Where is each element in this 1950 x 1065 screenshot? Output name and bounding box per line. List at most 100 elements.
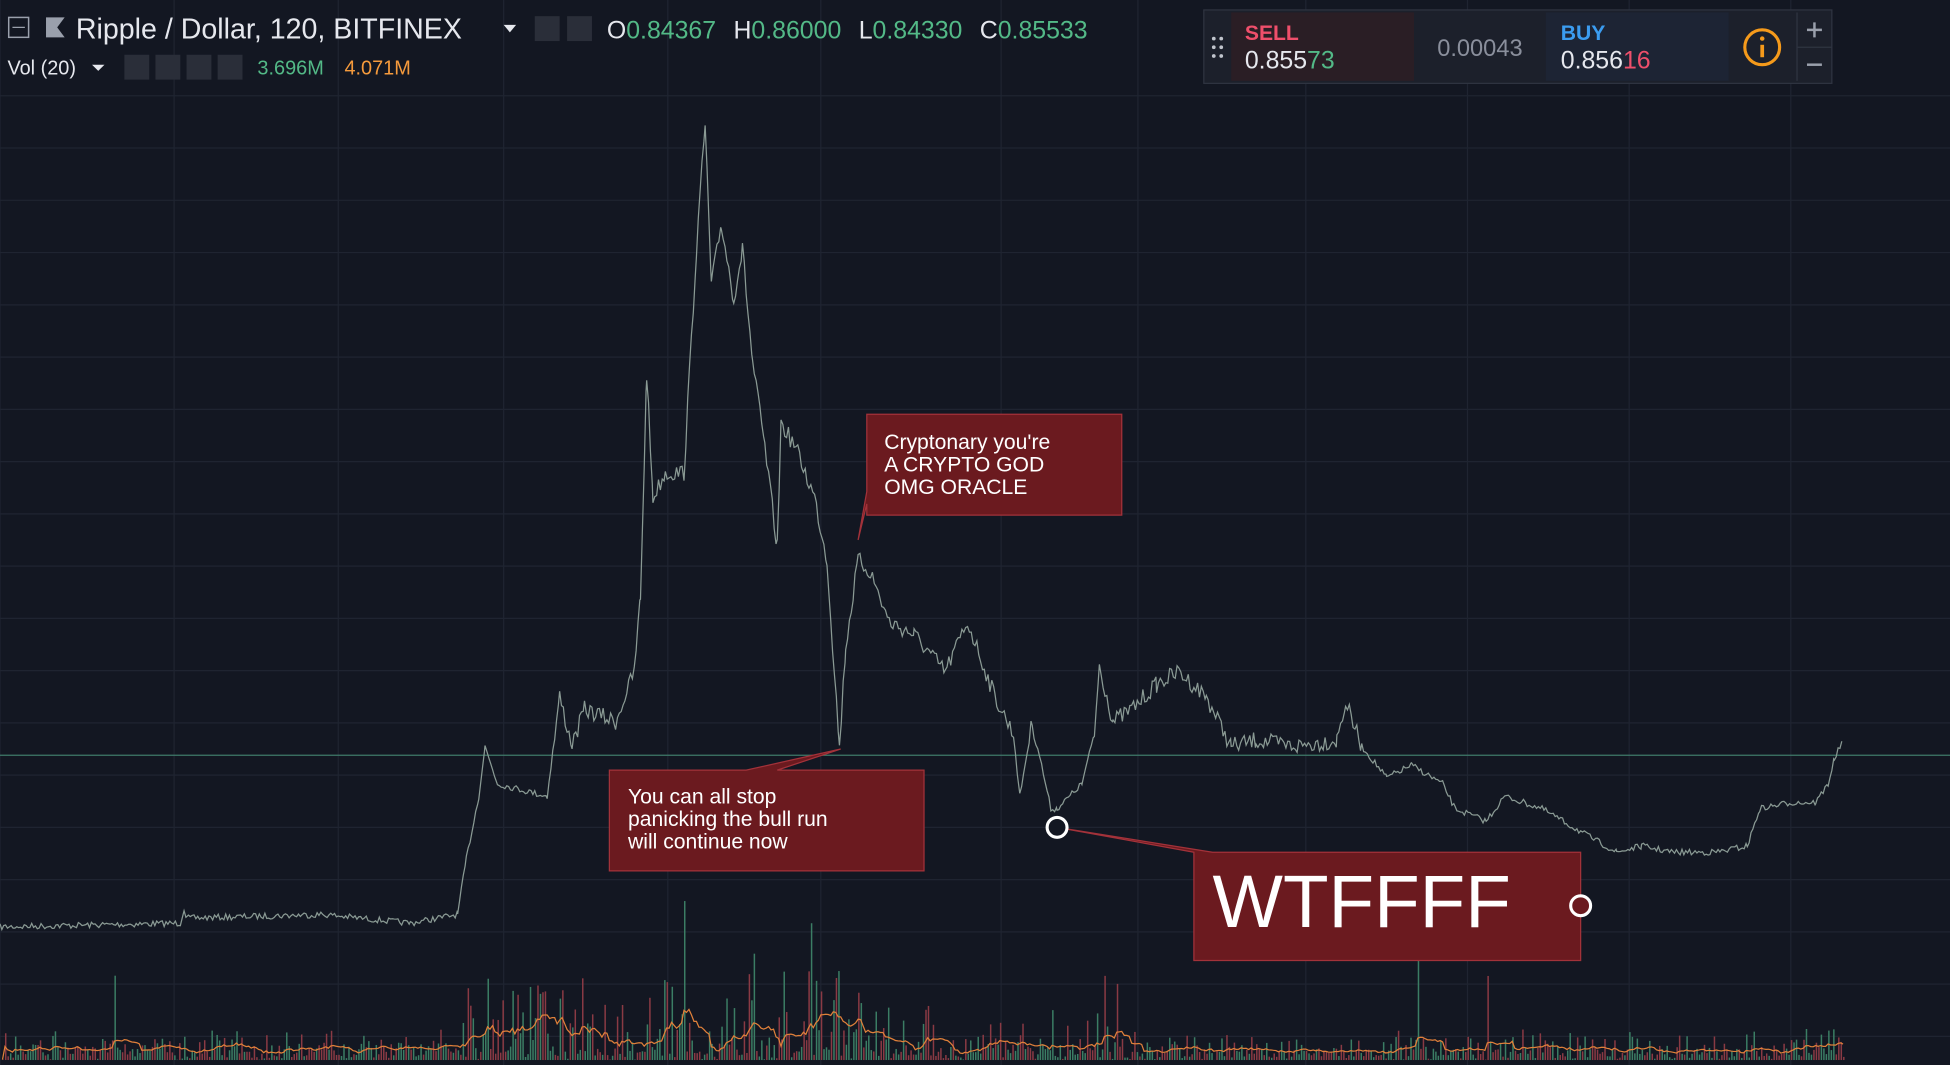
flag-icon[interactable] [46, 17, 65, 38]
vol-remove-button[interactable] [217, 54, 243, 80]
volume-bar [228, 1050, 231, 1061]
volume-bar [982, 1034, 984, 1061]
volume-bar [161, 1038, 164, 1061]
volume-bar [385, 1051, 388, 1061]
volume-bar [1594, 1046, 1596, 1061]
volume-value: 3.696M [257, 58, 323, 80]
volume-bar [1201, 1058, 1203, 1061]
volume-bar [880, 1040, 882, 1061]
buy-button[interactable] [1545, 12, 1729, 81]
volume-bar [1206, 1053, 1208, 1061]
volume-bar [42, 1052, 44, 1061]
volume-bar [1512, 1037, 1514, 1061]
volume-bar [1161, 1046, 1164, 1061]
volume-bar [1561, 1053, 1564, 1061]
volume-bar [308, 1048, 310, 1061]
volume-bar [855, 1029, 858, 1061]
volume-bar [624, 1056, 626, 1061]
volume-bar [1708, 1047, 1711, 1061]
settings-button[interactable] [567, 16, 592, 42]
volume-bar [47, 1054, 49, 1061]
volume-bar [1825, 1054, 1828, 1061]
volume-ma-line [1, 1008, 1844, 1060]
volume-bar [437, 1043, 440, 1061]
volume-bar [154, 1039, 156, 1061]
volume-bar [1029, 1048, 1032, 1061]
volume-bar [72, 1053, 74, 1061]
volume-bar [482, 1034, 485, 1061]
volume-bar [937, 1051, 940, 1061]
volume-bar [644, 1051, 646, 1061]
vol-eye-button[interactable] [124, 54, 150, 80]
anchor-handle[interactable] [1045, 815, 1069, 839]
volume-bar [845, 1044, 848, 1061]
callout-text: will continue now [627, 831, 788, 854]
volume-bar [1474, 1058, 1477, 1061]
volume-bar [1074, 1054, 1076, 1061]
volume-bar [1412, 1049, 1415, 1061]
volume-bar [410, 1049, 412, 1061]
volume-bar [1149, 1047, 1151, 1061]
volume-bar [368, 1041, 370, 1061]
volume-bar [380, 1039, 383, 1061]
volume-bar [1094, 1044, 1096, 1061]
volume-bar [833, 1000, 835, 1061]
volume-bar [1402, 1059, 1405, 1061]
symbol-title[interactable]: Ripple / Dollar, 120, BITFINEX [76, 14, 462, 46]
volume-bar [1141, 1053, 1144, 1061]
volume-bar [579, 1049, 582, 1061]
volume-bar [288, 1046, 291, 1061]
spread: 0.00043 [1437, 36, 1522, 62]
volume-bar [467, 988, 470, 1061]
volume-bar [1581, 1051, 1584, 1061]
volume-bar [1800, 1056, 1803, 1061]
ohlc-value: 0.85533 [998, 17, 1088, 45]
symbol-dropdown[interactable] [503, 24, 517, 33]
volume-bar [696, 1053, 698, 1061]
volume-bar [761, 1040, 763, 1061]
callout-box [608, 748, 925, 872]
volume-bar [1268, 1056, 1270, 1061]
volume-bar [601, 1054, 604, 1061]
zoom-in-button[interactable] [1806, 22, 1822, 38]
volume-bar [335, 1054, 338, 1061]
volume-bar [965, 1039, 967, 1061]
volume-bar [106, 1052, 109, 1061]
volume-bar [7, 1056, 9, 1061]
volume-bar [1576, 1037, 1579, 1061]
volume-bar [213, 1049, 216, 1061]
volume-bar [1303, 1050, 1305, 1061]
volume-dropdown[interactable] [92, 64, 105, 71]
volume-bar [1183, 1056, 1186, 1061]
volume-bar [1059, 1045, 1062, 1061]
volume-bar [805, 1040, 808, 1061]
vol-add-button[interactable] [186, 54, 212, 80]
volume-bar [470, 1005, 472, 1061]
volume-bar [1333, 1048, 1335, 1061]
info-button[interactable] [1743, 28, 1782, 67]
sell-button[interactable] [1231, 12, 1414, 81]
volume-bar [146, 1049, 149, 1061]
volume-bar [1266, 1042, 1268, 1061]
volume-bar [1780, 1053, 1783, 1061]
volume-bar [1017, 1042, 1019, 1061]
volume-bar [1114, 1042, 1116, 1061]
volume-bar [1263, 1055, 1266, 1061]
anchor-handle[interactable] [1569, 894, 1593, 918]
volume-bar [440, 1029, 442, 1061]
volume-bar [1693, 1049, 1696, 1061]
volume-bar [679, 1024, 681, 1061]
collapse-icon[interactable] [7, 16, 30, 39]
volume-bar [922, 1023, 925, 1061]
volume-bar [912, 1054, 915, 1061]
volume-bar [134, 1056, 136, 1061]
volume-bar [1529, 1050, 1532, 1061]
volume-bar [542, 992, 544, 1061]
volume-bar [1375, 1055, 1377, 1061]
volume-bar [1743, 1052, 1746, 1061]
vol-settings-button[interactable] [155, 54, 181, 80]
drag-handle[interactable] [1211, 36, 1224, 58]
volume-bar [1711, 1057, 1713, 1061]
volume-bar [927, 1005, 930, 1061]
eye-button[interactable] [534, 16, 560, 42]
